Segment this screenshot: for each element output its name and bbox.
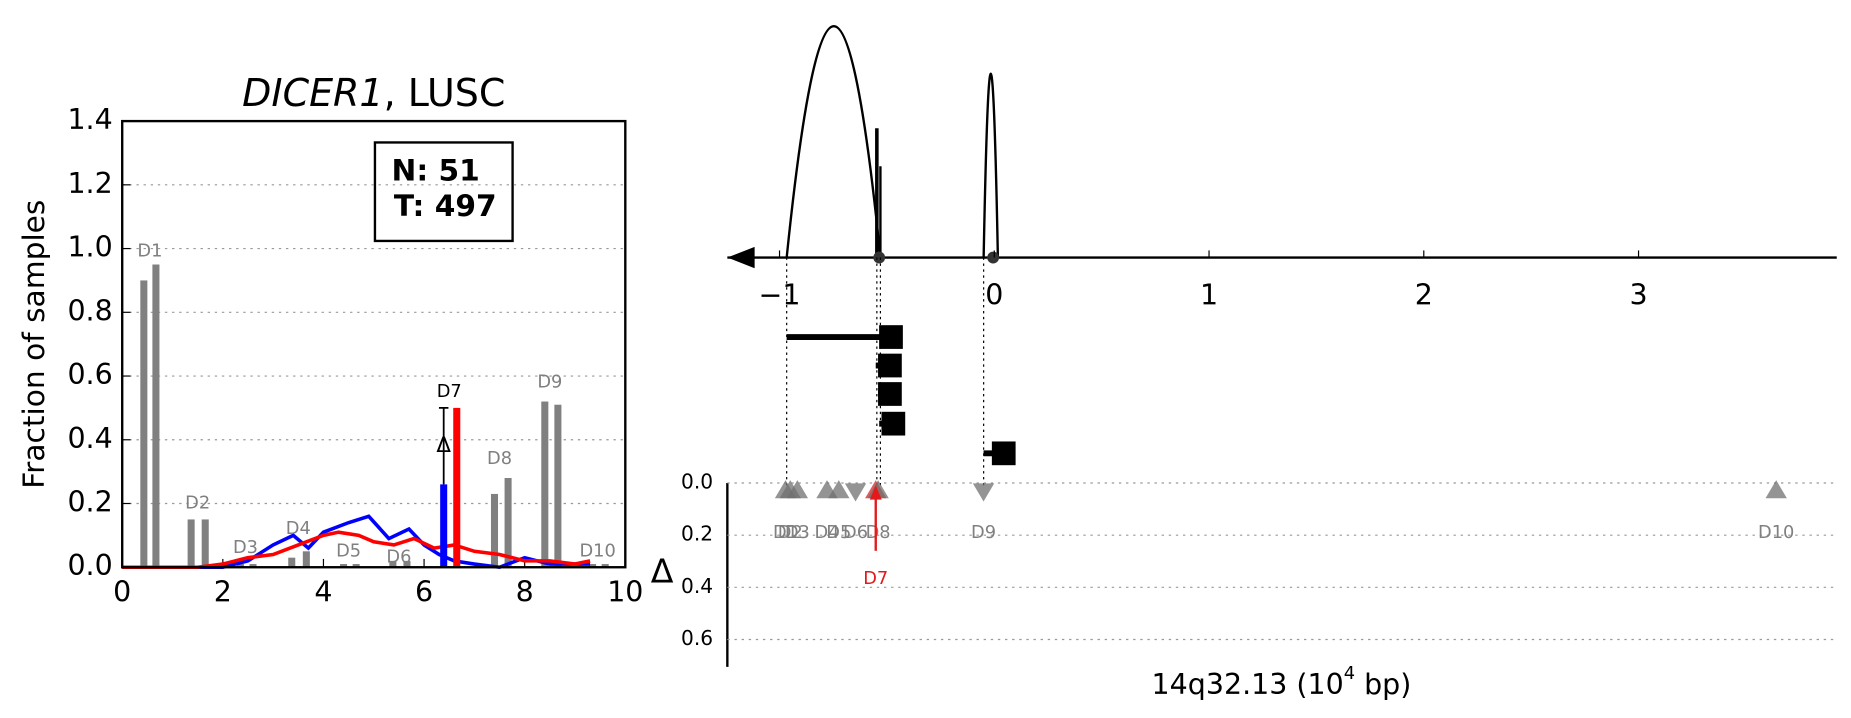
- bar-annotation: D7: [437, 381, 462, 402]
- x-tick-label: 8: [516, 575, 534, 608]
- legend-text: T: 497: [394, 188, 497, 223]
- bar-annotation: D5: [336, 540, 361, 561]
- bar-annotation: D10: [579, 540, 615, 561]
- highlight-bar: [453, 407, 461, 568]
- plot-frame: [121, 119, 627, 569]
- estimate: [878, 353, 902, 378]
- bar: [601, 564, 609, 568]
- triangle: [828, 480, 850, 499]
- triangle: [972, 483, 995, 502]
- bar: [302, 551, 310, 568]
- point-label: D2: [778, 522, 803, 543]
- bar: [490, 493, 499, 568]
- delta-axis-label: Δ: [651, 552, 674, 591]
- bar-annotation: D6: [386, 547, 411, 568]
- x-axis-label: 14q32.13 (104 bp): [1152, 663, 1412, 701]
- error-bar: [438, 407, 449, 485]
- y-tick-label: 0.4: [681, 574, 713, 598]
- bar-annotation: D1: [137, 241, 162, 262]
- track-dot: [987, 251, 1000, 264]
- estimate: [881, 411, 906, 436]
- highlight-label: D7: [863, 568, 888, 589]
- arc: [785, 24, 882, 258]
- y-tick-label: 0.4: [67, 422, 112, 455]
- x-tick-label: −1: [759, 279, 801, 312]
- point-label: D8: [866, 522, 891, 543]
- delta-marker: Δ: [436, 433, 451, 458]
- x-label-end: bp): [1355, 668, 1411, 701]
- y-tick-label: 0.0: [67, 549, 112, 582]
- bar: [554, 404, 562, 568]
- y-tick-label: 1.2: [67, 167, 112, 200]
- x-tick-label: 1: [1200, 279, 1218, 312]
- point-label: D10: [1758, 522, 1794, 543]
- x-tick-label: 3: [1629, 279, 1647, 312]
- estimate: [991, 441, 1016, 466]
- bar: [352, 564, 360, 568]
- x-tick-label: 10: [607, 575, 643, 608]
- arrow-head: [869, 485, 882, 500]
- x-label-sup: 4: [1344, 663, 1355, 684]
- bar: [288, 557, 296, 568]
- triangle: [786, 480, 809, 499]
- y-tick-label: 1.0: [67, 231, 112, 264]
- bar: [589, 564, 597, 568]
- bar-annotation: D8: [487, 448, 512, 469]
- bar: [140, 280, 148, 568]
- bar: [504, 478, 512, 568]
- legend-box: [373, 141, 514, 243]
- y-tick-label: 0.8: [67, 294, 112, 327]
- x-tick-label: 0: [113, 575, 131, 608]
- bar: [249, 564, 257, 568]
- point-label: D4: [814, 522, 839, 543]
- bar: [403, 560, 411, 568]
- bar: [152, 264, 160, 568]
- x-tick-label: 0: [985, 279, 1003, 312]
- x-tick-label: 6: [415, 575, 433, 608]
- chart-title: DICER1, LUSC: [242, 70, 505, 114]
- bar-annotation: D9: [537, 371, 562, 392]
- bar: [201, 519, 209, 568]
- bar-annotation: D4: [286, 518, 311, 539]
- y-tick-label: 0.0: [681, 469, 713, 493]
- triangle: [844, 483, 867, 502]
- x-tick-label: 4: [314, 575, 332, 608]
- line-series: [122, 530, 591, 570]
- legend-text: N: 51: [392, 153, 480, 188]
- x-label-main: 14q32.13 (10: [1152, 668, 1344, 701]
- bar-annotation: D3: [233, 537, 258, 558]
- arc: [982, 72, 1000, 258]
- y-tick-label: 0.6: [681, 626, 713, 650]
- x-tick-label: 2: [214, 575, 232, 608]
- bar: [236, 564, 244, 568]
- title-rest: , LUSC: [384, 70, 506, 114]
- point-label: D5: [826, 522, 851, 543]
- highlight-bar: [440, 484, 448, 568]
- title-gene: DICER1: [242, 70, 383, 114]
- point-label: D6: [843, 522, 868, 543]
- y-tick-label: 1.4: [67, 103, 112, 136]
- estimate: [878, 382, 902, 406]
- bar: [541, 401, 549, 568]
- y-tick-label: 0.2: [67, 486, 112, 519]
- point-label: D9: [971, 522, 996, 543]
- bar: [187, 519, 195, 568]
- estimate: [879, 325, 903, 349]
- bar: [389, 560, 397, 568]
- point-label: D3: [785, 522, 810, 543]
- y-tick-label: 0.6: [67, 358, 112, 391]
- bar-annotation: D2: [185, 493, 210, 514]
- triangle: [1765, 480, 1787, 499]
- point-label: D1: [773, 522, 798, 543]
- track-arrow: [727, 246, 755, 269]
- bar: [340, 564, 348, 568]
- y-axis-label: Fraction of samples: [16, 200, 51, 489]
- y-tick-label: 0.2: [681, 522, 713, 546]
- x-tick-label: 2: [1415, 279, 1433, 312]
- track-dot: [873, 251, 886, 264]
